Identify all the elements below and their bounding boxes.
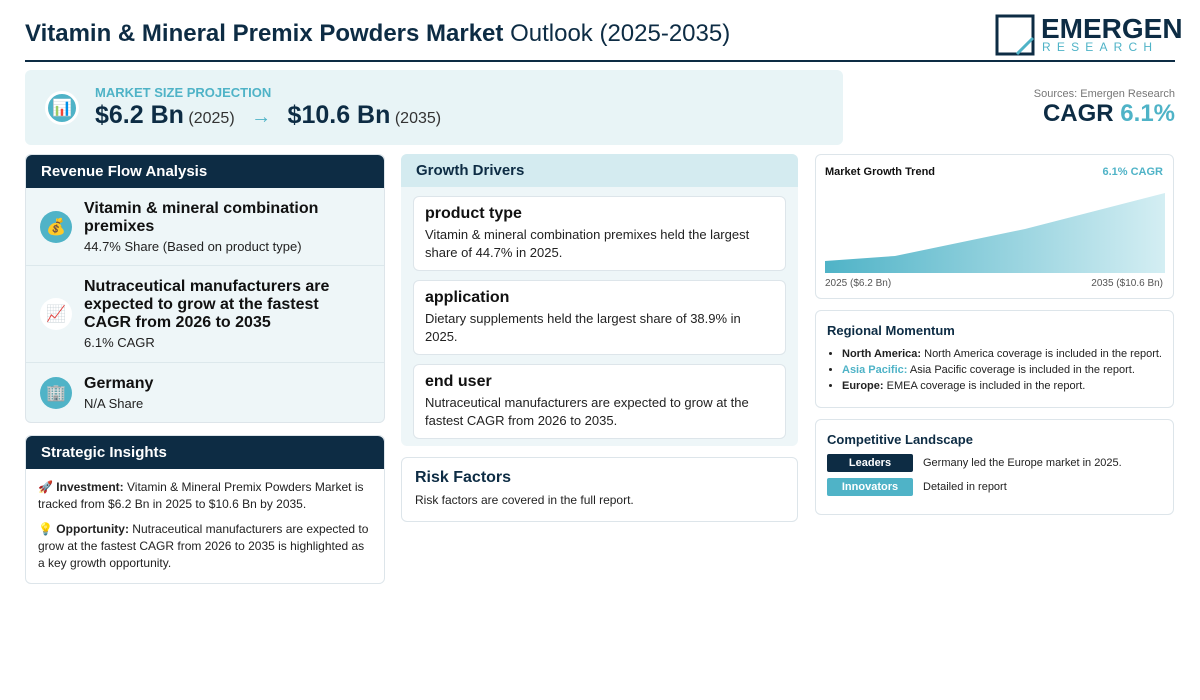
revenue-flow-card: Revenue Flow Analysis 💰 Vitamin & minera… (25, 154, 385, 423)
competitive-text: Detailed in report (923, 481, 1007, 493)
competitive-row: Innovators Detailed in report (827, 478, 1162, 496)
logo-mark (995, 14, 1035, 56)
projection-values: $6.2 Bn (2025) → $10.6 Bn (2035) (95, 101, 441, 130)
driver-text: Dietary supplements held the largest sha… (425, 311, 741, 344)
item-title: Germany (84, 375, 154, 392)
competitive-row: Leaders Germany led the Europe market in … (827, 454, 1162, 472)
badge: Innovators (827, 478, 913, 496)
region-item: North America: North America coverage is… (842, 348, 1162, 360)
driver-title: product type (425, 205, 522, 222)
revenue-flow-title: Revenue Flow Analysis (26, 155, 384, 188)
item-detail: 6.1% CAGR (84, 335, 155, 350)
driver-card: product type Vitamin & mineral combinatio… (413, 196, 786, 271)
insight: 💡 Opportunity: Nutraceutical manufacture… (38, 521, 372, 572)
driver-text: Nutraceutical manufacturers are expected… (425, 395, 749, 428)
arrow: → (251, 106, 272, 128)
driver-text: Vitamin & mineral combination premixes h… (425, 227, 750, 260)
item-icon: 💰 (40, 210, 72, 243)
region-item: Europe: EMEA coverage is included in the… (842, 380, 1162, 392)
projection-box: 📊 MARKET SIZE PROJECTION $6.2 Bn (2025) … (25, 70, 843, 145)
region-item: Asia Pacific: Asia Pacific coverage is i… (842, 364, 1162, 376)
strategic-title: Strategic Insights (26, 436, 384, 469)
region-text: North America coverage is included in th… (924, 348, 1162, 360)
start-year: (2025) (188, 110, 235, 127)
logo-sub: RESEARCH (1042, 40, 1159, 54)
region-name: Asia Pacific: (842, 364, 908, 376)
competitive-title: Competitive Landscape (827, 432, 973, 447)
revenue-item: 🏢 Germany N/A Share (26, 363, 384, 423)
title-bold: Vitamin & Mineral Premix Powders Market (25, 20, 504, 47)
badge: Leaders (827, 454, 913, 472)
trend-end: 2035 ($10.6 Bn) (1091, 278, 1163, 289)
insight-text: Vitamin & Mineral Premix Powders Market … (38, 480, 364, 511)
cagr: CAGR 6.1% (1043, 100, 1175, 128)
region-name: Europe: (842, 380, 884, 392)
logo: EMERGEN RESEARCH (995, 14, 1183, 56)
end-year: (2035) (394, 110, 442, 127)
growth-drivers-title: Growth Drivers (401, 154, 798, 187)
region-text: EMEA coverage is included in the report. (886, 380, 1086, 392)
growth-drivers-panel: Growth Drivers product type Vitamin & min… (401, 154, 798, 446)
driver-title: application (425, 289, 510, 306)
risk-text: Risk factors are covered in the full rep… (415, 493, 634, 507)
item-detail: 44.7% Share (Based on product type) (84, 238, 302, 254)
insight-icon: 💡 (38, 522, 53, 536)
regional-title: Regional Momentum (827, 323, 955, 338)
item-title: Vitamin & mineral combination premixes (84, 199, 319, 235)
revenue-item: 💰 Vitamin & mineral combination premixes… (26, 188, 384, 266)
cagr-label: CAGR (1042, 100, 1114, 127)
item-icon: 📈 (40, 298, 72, 330)
driver-title: end user (425, 373, 492, 390)
insight: 🚀 Investment: Vitamin & Mineral Premix P… (38, 479, 372, 513)
insight-icon: 🚀 (38, 480, 53, 494)
driver-card: application Dietary supplements held the … (413, 280, 786, 355)
risk-title: Risk Factors (415, 469, 512, 486)
strategic-body: 🚀 Investment: Vitamin & Mineral Premix P… (26, 469, 384, 590)
insight-label: Investment: (56, 480, 124, 494)
logo-main: EMERGEN (1041, 13, 1183, 44)
regional-card: Regional Momentum North America: North A… (815, 310, 1174, 408)
page-title: Vitamin & Mineral Premix Powders Market … (25, 20, 730, 48)
item-detail: N/A Share (84, 396, 144, 411)
title-rest: Outlook (2025-2035) (510, 20, 731, 47)
projection-label: MARKET SIZE PROJECTION (95, 85, 272, 100)
projection-icon: 📊 (45, 91, 79, 125)
cagr-value: 6.1% (1120, 100, 1175, 127)
item-title: Nutraceutical manufacturers are expected… (84, 278, 330, 331)
trend-title: Market Growth Trend (825, 166, 936, 178)
trend-start: 2025 ($6.2 Bn) (825, 278, 892, 289)
competitive-text: Germany led the Europe market in 2025. (923, 457, 1122, 469)
source: Sources: Emergen Research (1033, 88, 1175, 100)
region-name: North America: (842, 348, 922, 360)
item-icon: 🏢 (40, 377, 72, 409)
trend-card: Market Growth Trend 6.1% CAGR 2025 ($6.2… (815, 154, 1174, 299)
insight-label: Opportunity: (56, 522, 129, 536)
insight-text: Nutraceutical manufacturers are expected… (38, 522, 369, 570)
risk-card: Risk Factors Risk factors are covered in… (401, 457, 798, 522)
strategic-card: Strategic Insights 🚀 Investment: Vitamin… (25, 435, 385, 584)
trend-area (825, 193, 1165, 273)
revenue-item: 📈 Nutraceutical manufacturers are expect… (26, 266, 384, 363)
regional-list: North America: North America coverage is… (827, 348, 1162, 392)
trend-cagr: 6.1% CAGR (1102, 166, 1163, 178)
start-value: $6.2 Bn (95, 101, 184, 129)
header-rule (25, 60, 1175, 62)
driver-card: end user Nutraceutical manufacturers are … (413, 364, 786, 439)
region-text: Asia Pacific coverage is included in the… (909, 364, 1135, 376)
competitive-card: Competitive Landscape Leaders Germany led… (815, 419, 1174, 515)
end-value: $10.6 Bn (287, 101, 391, 129)
